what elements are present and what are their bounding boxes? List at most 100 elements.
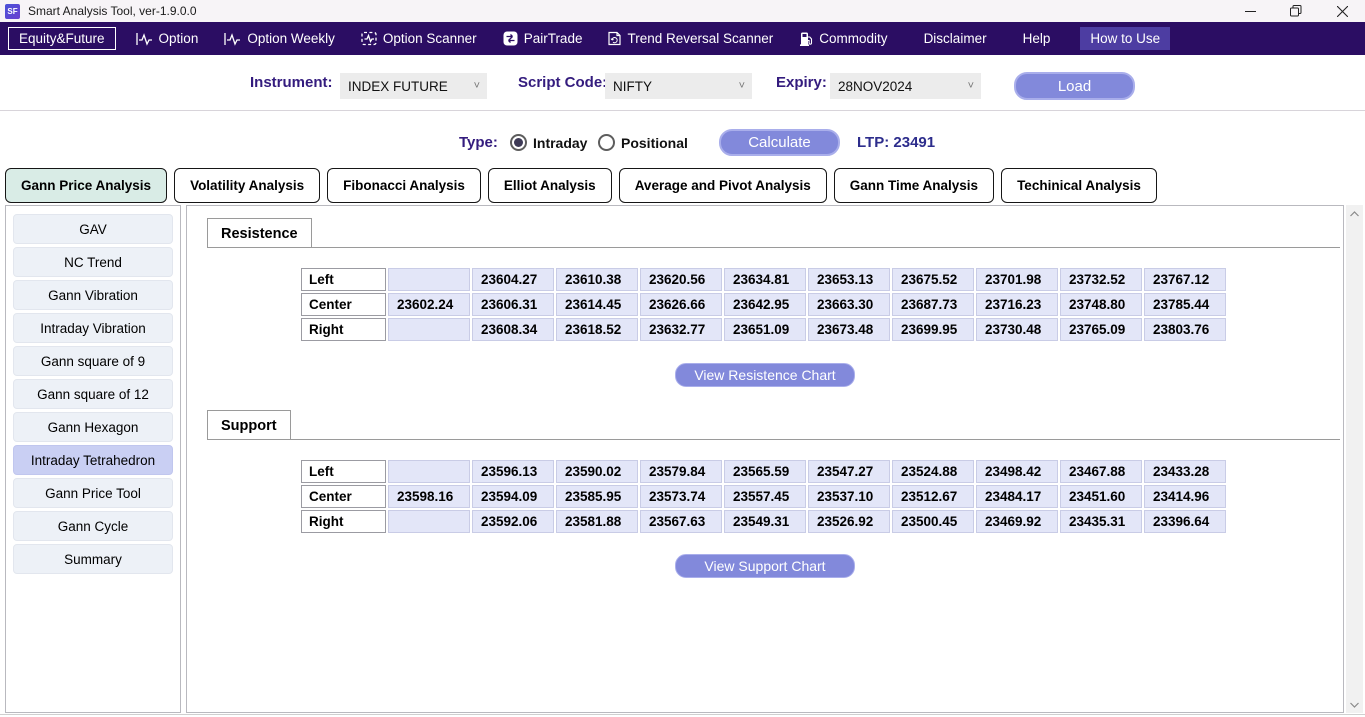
tab-techinical-analysis[interactable]: Techinical Analysis [1001,168,1157,203]
tab-gann-price-analysis[interactable]: Gann Price Analysis [5,168,168,203]
minimize-icon [1244,10,1256,12]
table-cell: 23547.27 [808,460,890,483]
tab-volatility-analysis[interactable]: Volatility Analysis [174,168,321,203]
menu-label: Disclaimer [923,31,987,46]
table-cell: 23730.48 [976,318,1058,341]
menu-item-trend-reversal-scanner[interactable]: Trend Reversal Scanner [602,27,779,50]
load-button[interactable]: Load [1014,72,1135,100]
sidebar-item-summary[interactable]: Summary [13,544,173,574]
sidebar-item-nc-trend[interactable]: NC Trend [13,247,173,277]
row-label: Right [301,510,386,533]
table-cell: 23512.67 [892,485,974,508]
chevron-down-icon: ˅ [473,80,480,92]
table-cell: 23498.42 [976,460,1058,483]
table-cell: 23673.48 [808,318,890,341]
table-cell: 23500.45 [892,510,974,533]
table-cell: 23748.80 [1060,293,1142,316]
sidebar-item-gann-hexagon[interactable]: Gann Hexagon [13,412,173,442]
table-cell: 23598.16 [388,485,470,508]
menu-item-help[interactable]: Help [1017,27,1057,50]
menu-label: Trend Reversal Scanner [627,31,774,46]
window-bottom-border [0,714,1365,715]
sidebar-item-gav[interactable]: GAV [13,214,173,244]
sidebar-item-gann-price-tool[interactable]: Gann Price Tool [13,478,173,508]
tab-gann-time-analysis[interactable]: Gann Time Analysis [833,168,995,203]
calculate-button[interactable]: Calculate [719,129,840,156]
script-code-value: NIFTY [613,78,652,94]
scroll-down-icon[interactable] [1346,696,1363,713]
sidebar-item-gann-cycle[interactable]: Gann Cycle [13,511,173,541]
sidebar-item-gann-vibration[interactable]: Gann Vibration [13,280,173,310]
table-cell: 23604.27 [472,268,554,291]
table-cell: 23606.31 [472,293,554,316]
table-cell: 23573.74 [640,485,722,508]
table-cell: 23651.09 [724,318,806,341]
scroll-up-icon[interactable] [1346,205,1363,222]
table-cell [388,268,470,291]
support-section-header: Support [207,410,291,440]
table-cell: 23653.13 [808,268,890,291]
menu-item-commodity[interactable]: Commodity [793,27,893,50]
tab-average-pivot-analysis[interactable]: Average and Pivot Analysis [618,168,827,203]
view-support-chart-button[interactable]: View Support Chart [675,554,855,578]
sidebar-item-gann-square-of-12[interactable]: Gann square of 12 [13,379,173,409]
table-cell: 23433.28 [1144,460,1226,483]
view-resistence-chart-button[interactable]: View Resistence Chart [675,363,855,387]
table-cell: 23602.24 [388,293,470,316]
table-cell: 23469.92 [976,510,1058,533]
table-cell: 23663.30 [808,293,890,316]
table-cell: 23618.52 [556,318,638,341]
menu-item-option-scanner[interactable]: Option Scanner [355,27,483,50]
instrument-select[interactable]: INDEX FUTURE ˅ [340,73,487,99]
intraday-radio[interactable]: Intraday [510,134,587,151]
tab-elliot-analysis[interactable]: Elliot Analysis [487,168,612,203]
fuel-pump-icon [799,31,813,46]
row-label: Left [301,268,386,291]
pulse-chart-icon [135,32,153,46]
table-cell: 23596.13 [472,460,554,483]
menu-item-pairtrade[interactable]: PairTrade [497,27,589,50]
menu-label: Option Scanner [382,31,477,46]
menu-item-equity-future[interactable]: Equity&Future [8,27,116,50]
close-button[interactable] [1319,0,1365,22]
script-code-select[interactable]: NIFTY ˅ [605,73,752,99]
menu-item-how-to-use[interactable]: How to Use [1080,27,1171,50]
table-cell: 23642.95 [724,293,806,316]
table-cell: 23632.77 [640,318,722,341]
table-cell: 23581.88 [556,510,638,533]
support-table: Left 23596.13 23590.02 23579.84 23565.59… [301,460,1226,533]
sidebar: GAV NC Trend Gann Vibration Intraday Vib… [5,205,181,713]
table-cell: 23620.56 [640,268,722,291]
menu-item-disclaimer[interactable]: Disclaimer [918,27,993,50]
vertical-scrollbar[interactable] [1346,205,1363,713]
menu-item-option-weekly[interactable]: Option Weekly [218,27,341,50]
table-cell: 23567.63 [640,510,722,533]
positional-radio-label: Positional [621,134,688,151]
table-cell: 23451.60 [1060,485,1142,508]
table-cell: 23687.73 [892,293,974,316]
sidebar-item-intraday-vibration[interactable]: Intraday Vibration [13,313,173,343]
row-label: Center [301,293,386,316]
sidebar-item-intraday-tetrahedron[interactable]: Intraday Tetrahedron [13,445,173,475]
tab-fibonacci-analysis[interactable]: Fibonacci Analysis [327,168,481,203]
pulse-chart-icon [224,32,241,46]
expiry-select[interactable]: 28NOV2024 ˅ [830,73,981,99]
table-cell: 23585.95 [556,485,638,508]
document-refresh-icon [608,31,622,46]
table-cell: 23414.96 [1144,485,1226,508]
menu-item-option[interactable]: Option [130,27,205,50]
table-cell: 23634.81 [724,268,806,291]
radio-unselected-icon [598,134,615,151]
restore-icon [1290,5,1302,17]
table-cell: 23537.10 [808,485,890,508]
maximize-button[interactable] [1273,0,1319,22]
row-label: Center [301,485,386,508]
menu-bar: Equity&Future Option Option Weekly Optio… [0,22,1365,55]
sidebar-item-gann-square-of-9[interactable]: Gann square of 9 [13,346,173,376]
minimize-button[interactable] [1227,0,1273,22]
table-cell: 23767.12 [1144,268,1226,291]
support-header-rule [207,439,1340,440]
expiry-label: Expiry: [776,74,827,91]
positional-radio[interactable]: Positional [598,134,688,151]
app-logo-icon: SF [5,3,20,19]
